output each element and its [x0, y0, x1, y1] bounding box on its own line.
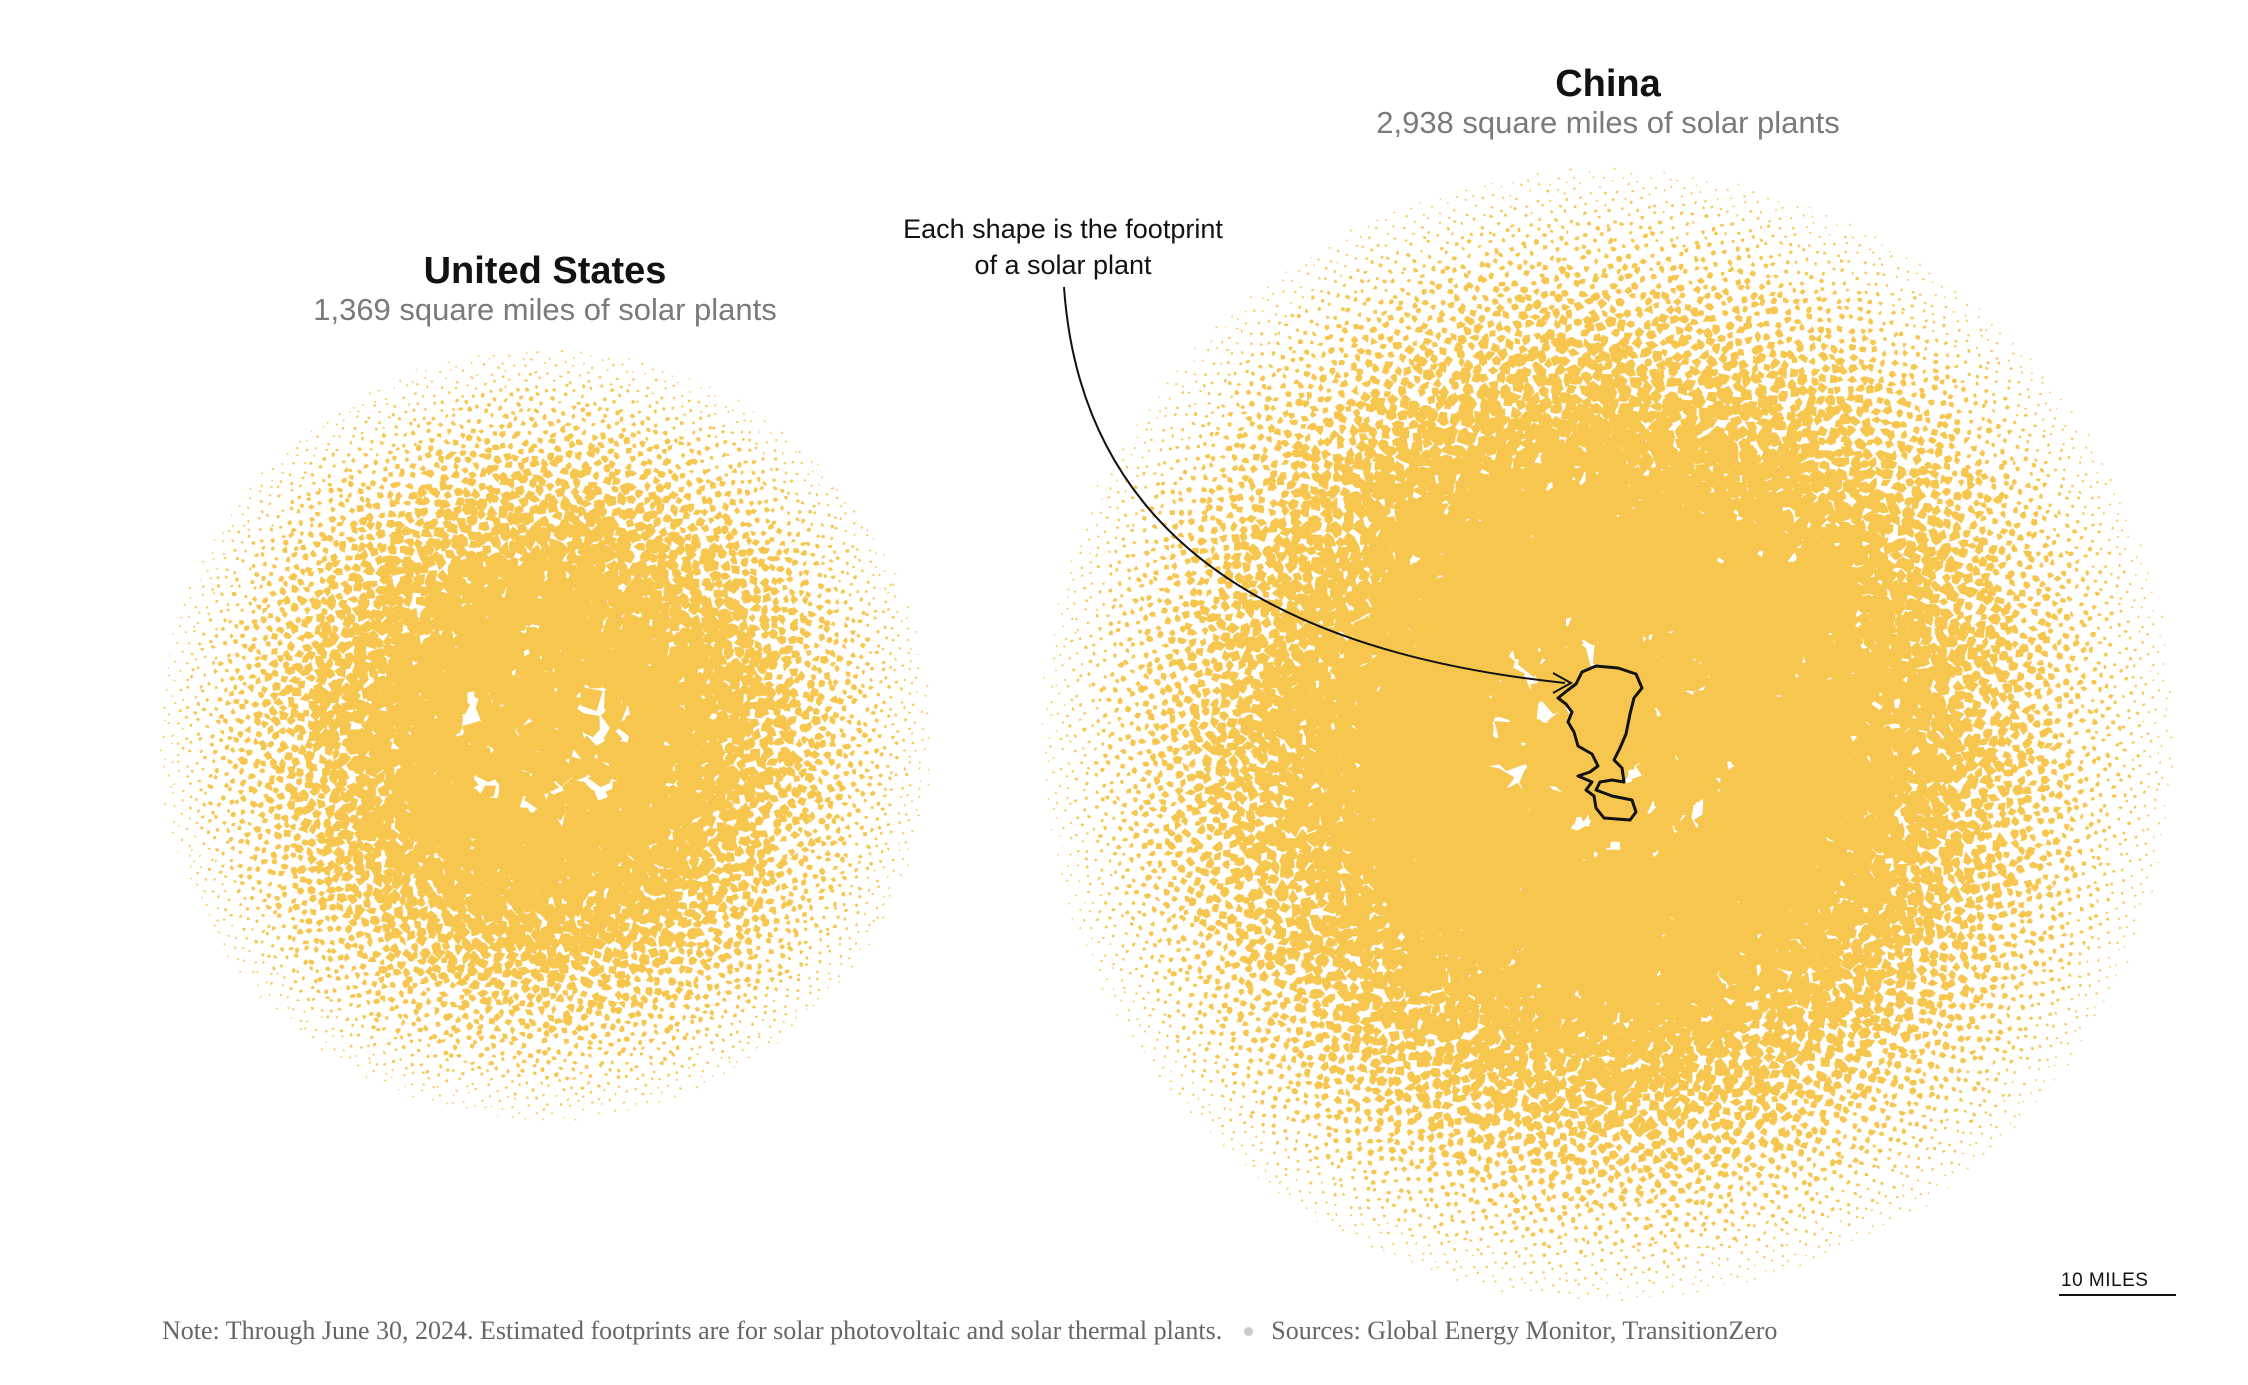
footer: Note: Through June 30, 2024. Estimated f… — [162, 1316, 2202, 1346]
solar-plant-shapes — [160, 350, 930, 1121]
china-subtitle: 2,938 square miles of solar plants — [1376, 105, 1840, 140]
china-title: China — [1555, 63, 1661, 105]
us-title: United States — [424, 250, 667, 292]
us-subtitle: 1,369 square miles of solar plants — [313, 292, 777, 327]
annotation-arrowhead — [1552, 672, 1574, 694]
highlighted-solar-plant — [1556, 664, 1644, 822]
us-solar-cluster — [160, 350, 930, 1121]
annotation-line-2: of a solar plant — [974, 250, 1152, 280]
footer-sources: Sources: Global Energy Monitor, Transiti… — [1271, 1316, 1778, 1345]
footer-separator-dot — [1244, 1326, 1254, 1336]
footer-note: Note: Through June 30, 2024. Estimated f… — [162, 1316, 1223, 1345]
annotation-line-1: Each shape is the footprint — [903, 214, 1223, 244]
scale-bar-label: 10 MILES — [2061, 1270, 2148, 1291]
annotation-arrow-line — [1063, 286, 1566, 684]
